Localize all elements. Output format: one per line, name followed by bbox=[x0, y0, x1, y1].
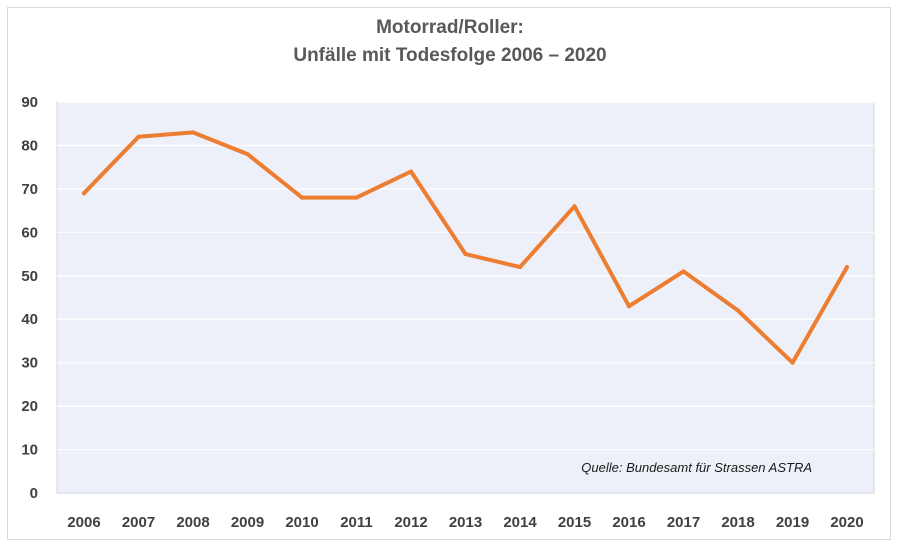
x-tick-label: 2019 bbox=[776, 514, 809, 531]
source-annotation: Quelle: Bundesamt für Strassen ASTRA bbox=[581, 460, 812, 475]
data-point bbox=[681, 269, 686, 274]
y-tick-label: 70 bbox=[21, 181, 38, 198]
x-tick-label: 2020 bbox=[830, 514, 863, 531]
x-tick-label: 2008 bbox=[176, 514, 209, 531]
x-tick-label: 2018 bbox=[721, 514, 754, 531]
y-tick-label: 10 bbox=[21, 442, 38, 459]
chart-subtitle: Unfälle mit Todesfolge 2006 – 2020 bbox=[293, 45, 607, 66]
data-point bbox=[736, 308, 740, 313]
data-point bbox=[136, 134, 141, 139]
y-tick-label: 90 bbox=[21, 94, 38, 111]
chart-title: Motorrad/Roller: bbox=[376, 17, 524, 38]
x-axis-ticks: 2006 2007 2008 2009 2010 2011 2012 2013 2014 2015… bbox=[67, 514, 863, 531]
y-tick-label: 30 bbox=[21, 355, 38, 372]
gridlines bbox=[57, 101, 874, 451]
data-point bbox=[300, 195, 304, 200]
chart-title-block: Motorrad/Roller: Unfälle mit Todesfolge … bbox=[0, 14, 900, 70]
x-tick-label: 2016 bbox=[612, 514, 645, 531]
data-point bbox=[191, 130, 195, 135]
data-point bbox=[82, 191, 86, 196]
data-point bbox=[463, 252, 468, 257]
y-tick-label: 80 bbox=[21, 137, 38, 154]
data-point bbox=[245, 152, 250, 157]
data-point bbox=[790, 360, 795, 365]
y-axis-ticks: 0 10 20 30 40 50 60 70 80 90 bbox=[21, 94, 38, 502]
x-tick-label: 2013 bbox=[449, 514, 482, 531]
series-group bbox=[82, 130, 849, 365]
y-tick-label: 50 bbox=[21, 268, 38, 285]
data-point bbox=[572, 204, 577, 209]
plot-area bbox=[56, 101, 875, 494]
x-tick-label: 2010 bbox=[285, 514, 318, 531]
data-point bbox=[627, 304, 631, 309]
x-tick-label: 2017 bbox=[667, 514, 700, 531]
data-point bbox=[354, 195, 359, 200]
data-point bbox=[845, 265, 849, 270]
x-tick-label: 2015 bbox=[558, 514, 591, 531]
x-tick-label: 2012 bbox=[394, 514, 427, 531]
x-tick-label: 2014 bbox=[503, 514, 537, 531]
data-point bbox=[409, 169, 413, 174]
x-tick-label: 2007 bbox=[122, 514, 155, 531]
x-tick-label: 2009 bbox=[231, 514, 264, 531]
x-tick-label: 2006 bbox=[67, 514, 100, 531]
y-tick-label: 0 bbox=[30, 485, 38, 502]
x-tick-label: 2011 bbox=[340, 514, 373, 531]
y-tick-label: 20 bbox=[21, 398, 38, 415]
y-tick-label: 40 bbox=[21, 311, 38, 328]
data-point bbox=[518, 265, 522, 270]
y-tick-label: 60 bbox=[21, 224, 38, 241]
